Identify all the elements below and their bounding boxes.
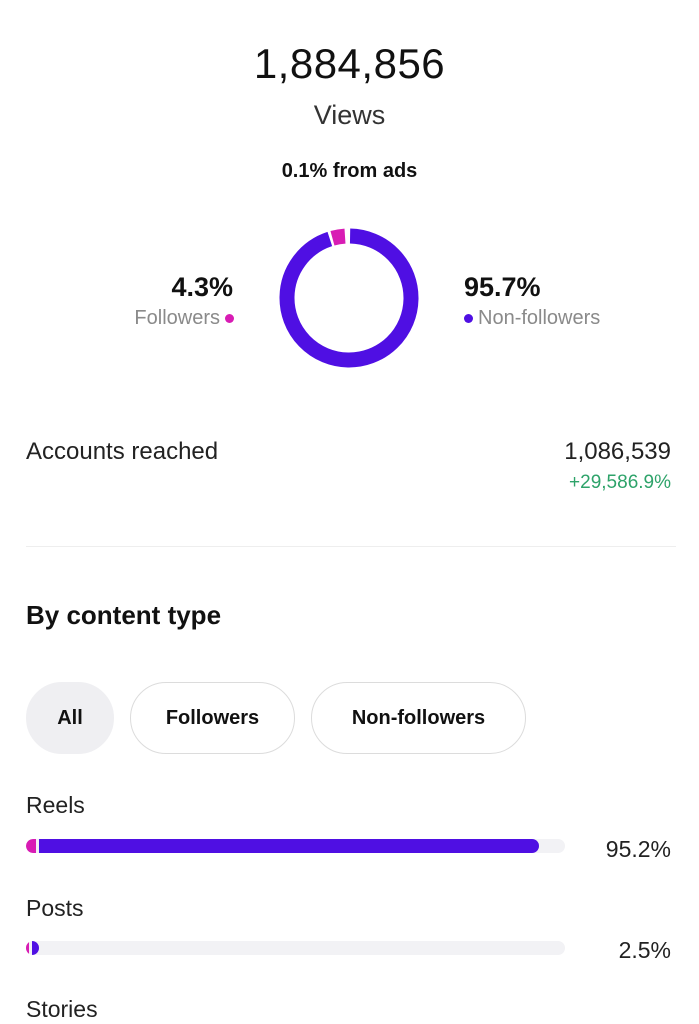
filter-chip-followers[interactable]: Followers: [130, 682, 295, 754]
divider: [26, 546, 676, 547]
non-followers-dot-icon: [464, 314, 473, 323]
row-label-reels: Reels: [26, 792, 85, 818]
donut-segment-non-followers: [279, 228, 419, 368]
bar-segment-non-followers: [32, 941, 40, 955]
bar-track-posts: [26, 941, 565, 955]
followers-legend-label: Followers: [134, 307, 220, 329]
accounts-reached-change: +29,586.9%: [569, 472, 671, 493]
ads-note: 0.1% from ads: [281, 160, 418, 182]
donut-segment-followers: [279, 228, 419, 368]
row-value-reels: 95.2%: [605, 836, 671, 862]
non-followers-legend-label: Non-followers: [478, 307, 601, 329]
accounts-reached-value: 1,086,539: [564, 438, 671, 465]
bar-segment-non-followers: [39, 839, 540, 853]
bar-segment-followers: [26, 941, 30, 955]
followers-legend: Followers: [134, 307, 234, 330]
audience-donut-chart: [279, 228, 419, 368]
views-count: 1,884,856: [253, 40, 446, 87]
bar-track-reels: [26, 839, 565, 853]
filter-chip-non-followers[interactable]: Non-followers: [311, 682, 526, 754]
filter-chip-all[interactable]: All: [26, 682, 114, 754]
bar-segment-followers: [26, 839, 36, 853]
row-value-posts: 2.5%: [618, 937, 671, 963]
non-followers-legend: Non-followers: [464, 307, 600, 330]
followers-percent: 4.3%: [171, 272, 233, 302]
row-label-stories: Stories: [26, 996, 98, 1022]
followers-dot-icon: [225, 314, 234, 323]
non-followers-percent: 95.7%: [464, 272, 541, 302]
views-label: Views: [313, 100, 386, 130]
section-title: By content type: [26, 600, 222, 630]
row-label-posts: Posts: [26, 895, 84, 921]
accounts-reached-label: Accounts reached: [26, 438, 219, 465]
